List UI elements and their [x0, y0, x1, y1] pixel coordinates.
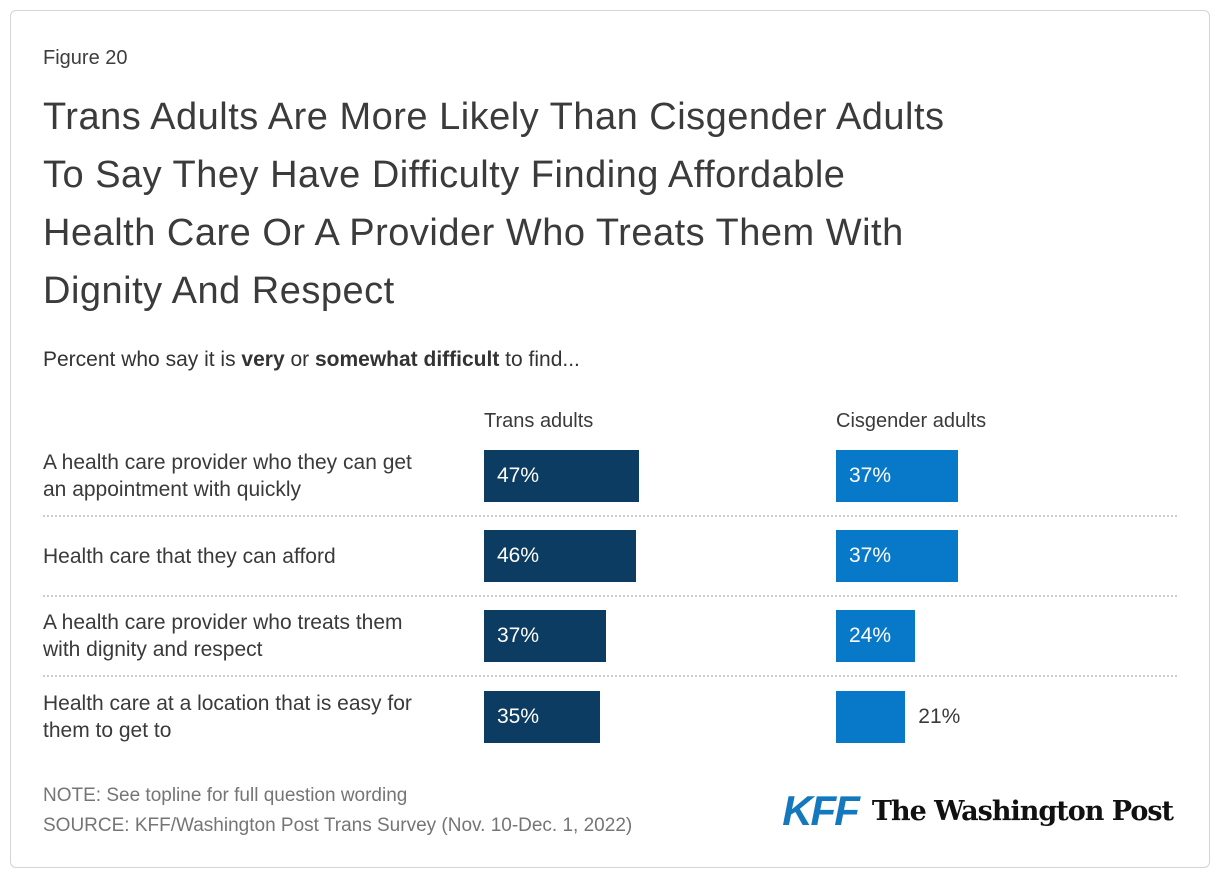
title-line-3: Health Care Or A Provider Who Treats The…: [43, 212, 904, 254]
trans-cell: 47%: [484, 450, 836, 502]
trans-bar: 37%: [484, 610, 607, 662]
cisgender-bar: 37%: [836, 530, 959, 582]
title-line-4: Dignity And Respect: [43, 270, 395, 312]
trans-cell: 35%: [484, 691, 836, 743]
chart-rows: A health care provider who they can get …: [43, 437, 1177, 757]
bar-value-label: 35%: [497, 705, 540, 728]
trans-bar: 46%: [484, 530, 636, 582]
note-text: NOTE: See topline for full question word…: [43, 785, 408, 806]
column-headers: Trans adults Cisgender adults: [43, 410, 1177, 433]
header-spacer: [43, 410, 484, 433]
trans-cell: 37%: [484, 610, 836, 662]
source-text: SOURCE: KFF/Washington Post Trans Survey…: [43, 815, 633, 836]
cisgender-cell: 37%: [836, 530, 1177, 582]
cisgender-bar: [836, 691, 906, 743]
subtitle-bold-somewhat: somewhat difficult: [314, 348, 500, 371]
chart-card: Figure 20 Trans Adults Are More Likely T…: [10, 10, 1210, 868]
subtitle-prefix: Percent who say it is: [43, 348, 242, 371]
bar-value-label: 37%: [849, 544, 892, 567]
cisgender-cell: 21%: [836, 691, 1177, 743]
bar-value-label: 46%: [497, 544, 540, 567]
cisgender-bar: 24%: [836, 610, 916, 662]
cisgender-cell: 24%: [836, 610, 1177, 662]
footnotes: NOTE: See topline for full question word…: [43, 781, 632, 841]
subtitle-bold-very: very: [241, 348, 285, 371]
table-row: Health care that they can afford 46% 37%: [43, 517, 1177, 597]
cisgender-cell: 37%: [836, 450, 1177, 502]
cisgender-bar: 37%: [836, 450, 959, 502]
row-label: Health care that they can afford: [43, 544, 336, 568]
chart-subtitle: Percent who say it is very or somewhat d…: [43, 348, 1177, 372]
row-label: Health care at a location that is easy f…: [43, 692, 412, 742]
bar-value-label: 21%: [918, 705, 961, 728]
table-row: Health care at a location that is easy f…: [43, 677, 1177, 757]
trans-cell: 46%: [484, 530, 836, 582]
column-header-cisgender: Cisgender adults: [836, 410, 987, 432]
row-label: A health care provider who treats them w…: [43, 611, 403, 661]
kff-logo: KFF: [782, 787, 860, 834]
trans-bar: 35%: [484, 691, 600, 743]
bar-value-label: 47%: [497, 464, 540, 487]
subtitle-mid: or: [284, 348, 315, 371]
bar-value-label: 24%: [849, 624, 892, 647]
bar-value-label: 37%: [849, 464, 892, 487]
washington-post-logo: The Washington Post: [871, 795, 1174, 827]
row-label: A health care provider who they can get …: [43, 451, 412, 501]
subtitle-suffix: to find...: [499, 348, 580, 371]
title-line-2: To Say They Have Difficulty Finding Affo…: [43, 154, 846, 196]
page-title: Trans Adults Are More Likely Than Cisgen…: [43, 88, 1177, 320]
column-header-trans: Trans adults: [484, 410, 594, 432]
title-line-1: Trans Adults Are More Likely Than Cisgen…: [43, 96, 945, 138]
figure-label: Figure 20: [43, 47, 128, 69]
trans-bar: 47%: [484, 450, 640, 502]
bar-value-label: 37%: [497, 624, 540, 647]
logos: KFF The Washington Post: [782, 790, 1177, 832]
table-row: A health care provider who treats them w…: [43, 597, 1177, 677]
table-row: A health care provider who they can get …: [43, 437, 1177, 517]
chart-footer: NOTE: See topline for full question word…: [43, 781, 1177, 841]
